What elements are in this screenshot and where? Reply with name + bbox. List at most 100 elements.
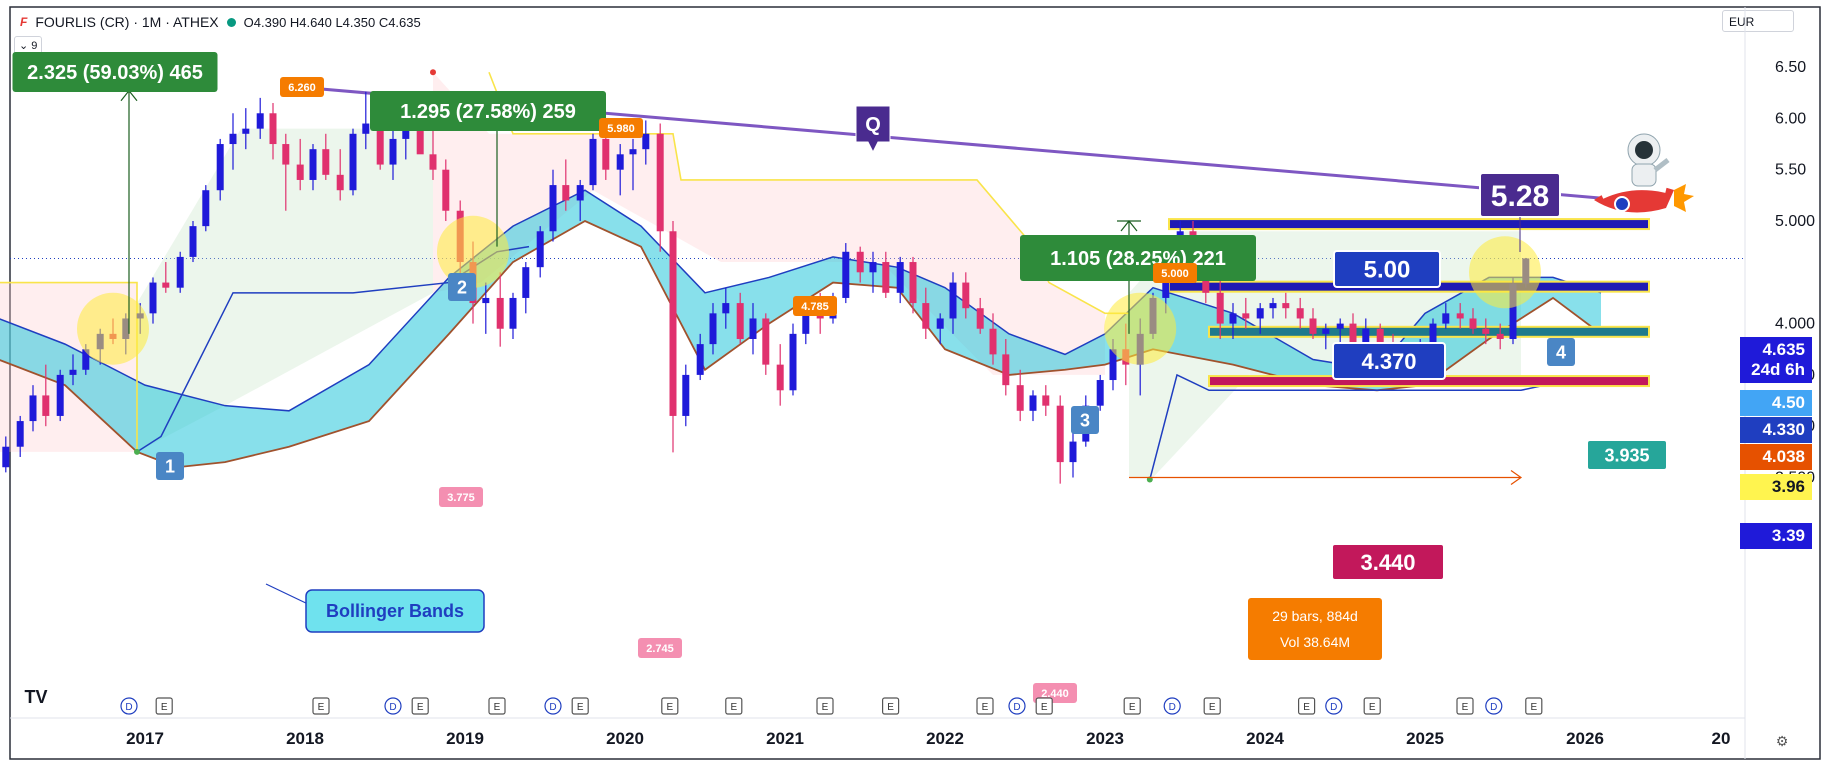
candle-73[interactable] xyxy=(962,272,970,319)
candle-48[interactable] xyxy=(629,138,637,191)
candle-19[interactable] xyxy=(242,108,250,150)
candle-37[interactable] xyxy=(482,282,490,334)
candle-25[interactable] xyxy=(322,133,330,180)
candle-20[interactable] xyxy=(256,97,264,139)
event-e-1[interactable]: E xyxy=(155,697,173,715)
candle-78[interactable] xyxy=(1029,390,1037,422)
candle-76[interactable] xyxy=(1002,338,1010,396)
candle-4[interactable] xyxy=(42,364,50,427)
candle-81[interactable] xyxy=(1069,431,1077,478)
candle-58[interactable] xyxy=(762,313,770,375)
candle-96[interactable] xyxy=(1269,297,1277,319)
currency-select[interactable]: EUR xyxy=(1722,10,1794,32)
candle-94[interactable] xyxy=(1242,297,1250,329)
candle-92[interactable] xyxy=(1216,277,1224,339)
candle-41[interactable] xyxy=(536,226,544,278)
event-e-14[interactable]: E xyxy=(1035,697,1053,715)
candle-70[interactable] xyxy=(922,287,930,339)
candle-26[interactable] xyxy=(336,149,344,201)
candle-6[interactable] xyxy=(69,354,77,386)
candle-93[interactable] xyxy=(1229,303,1237,339)
event-e-7[interactable]: E xyxy=(571,697,589,715)
candle-67[interactable] xyxy=(882,251,890,298)
candle-5[interactable] xyxy=(56,369,64,422)
candle-109[interactable] xyxy=(1442,303,1450,329)
candle-74[interactable] xyxy=(976,297,984,334)
candle-14[interactable] xyxy=(176,251,184,293)
candle-111[interactable] xyxy=(1469,308,1477,334)
event-e-15[interactable]: E xyxy=(1123,697,1141,715)
candle-110[interactable] xyxy=(1456,303,1464,329)
candle-22[interactable] xyxy=(282,133,290,211)
candle-43[interactable] xyxy=(562,159,570,211)
candle-52[interactable] xyxy=(682,364,690,427)
candle-100[interactable] xyxy=(1322,323,1330,350)
event-e-12[interactable]: E xyxy=(976,697,994,715)
candle-57[interactable] xyxy=(749,303,757,355)
candle-59[interactable] xyxy=(776,344,784,406)
candle-55[interactable] xyxy=(722,287,730,329)
candle-34[interactable] xyxy=(442,159,450,221)
event-e-9[interactable]: E xyxy=(725,697,743,715)
candle-28[interactable] xyxy=(362,91,370,150)
candle-98[interactable] xyxy=(1296,297,1304,329)
candle-72[interactable] xyxy=(949,272,957,334)
candle-44[interactable] xyxy=(576,179,584,221)
candle-18[interactable] xyxy=(229,113,237,170)
event-e-23[interactable]: E xyxy=(1525,697,1543,715)
candle-83[interactable] xyxy=(1096,374,1104,411)
candle-3[interactable] xyxy=(29,385,37,432)
event-d-3[interactable]: D xyxy=(384,697,402,715)
event-e-17[interactable]: E xyxy=(1203,697,1221,715)
q-marker[interactable]: Q xyxy=(855,105,891,154)
candle-53[interactable] xyxy=(696,333,704,381)
candle-60[interactable] xyxy=(789,323,797,396)
candle-16[interactable] xyxy=(202,185,210,232)
candle-42[interactable] xyxy=(549,169,557,242)
candle-101[interactable] xyxy=(1336,318,1344,345)
event-e-5[interactable]: E xyxy=(488,697,506,715)
candle-13[interactable] xyxy=(162,262,170,293)
symbol-title[interactable]: FOURLIS (CR) · 1M · ATHEX xyxy=(35,14,219,30)
event-e-20[interactable]: E xyxy=(1363,697,1381,715)
candle-77[interactable] xyxy=(1016,369,1024,422)
candle-1[interactable] xyxy=(2,436,10,473)
candle-27[interactable] xyxy=(349,128,357,196)
event-d-22[interactable]: D xyxy=(1485,697,1503,715)
event-e-4[interactable]: E xyxy=(411,697,429,715)
candle-68[interactable] xyxy=(896,256,904,304)
candle-15[interactable] xyxy=(189,221,197,263)
event-e-8[interactable]: E xyxy=(661,697,679,715)
event-e-21[interactable]: E xyxy=(1456,697,1474,715)
candle-56[interactable] xyxy=(736,292,744,345)
candle-24[interactable] xyxy=(309,144,317,191)
candle-79[interactable] xyxy=(1042,385,1050,416)
candle-49[interactable] xyxy=(642,120,650,165)
candle-97[interactable] xyxy=(1282,292,1290,319)
candle-45[interactable] xyxy=(589,133,597,191)
candle-66[interactable] xyxy=(869,251,877,293)
candle-39[interactable] xyxy=(509,292,517,339)
candle-75[interactable] xyxy=(989,313,997,365)
candle-40[interactable] xyxy=(522,262,530,314)
candle-95[interactable] xyxy=(1256,303,1264,334)
candle-51[interactable] xyxy=(669,221,677,453)
candle-69[interactable] xyxy=(909,256,917,314)
event-e-2[interactable]: E xyxy=(312,697,330,715)
candle-54[interactable] xyxy=(709,303,717,355)
candle-112[interactable] xyxy=(1482,318,1490,345)
candle-64[interactable] xyxy=(842,243,850,304)
event-d-13[interactable]: D xyxy=(1008,697,1026,715)
candle-80[interactable] xyxy=(1056,395,1064,484)
candle-71[interactable] xyxy=(936,313,944,345)
candle-30[interactable] xyxy=(389,128,397,180)
event-e-11[interactable]: E xyxy=(881,697,900,715)
event-d-0[interactable]: D xyxy=(120,697,138,715)
candle-47[interactable] xyxy=(616,144,624,196)
candle-99[interactable] xyxy=(1309,308,1317,339)
event-d-19[interactable]: D xyxy=(1325,697,1343,715)
event-e-18[interactable]: E xyxy=(1297,697,1316,715)
candle-17[interactable] xyxy=(216,138,224,201)
event-d-16[interactable]: D xyxy=(1163,697,1181,715)
